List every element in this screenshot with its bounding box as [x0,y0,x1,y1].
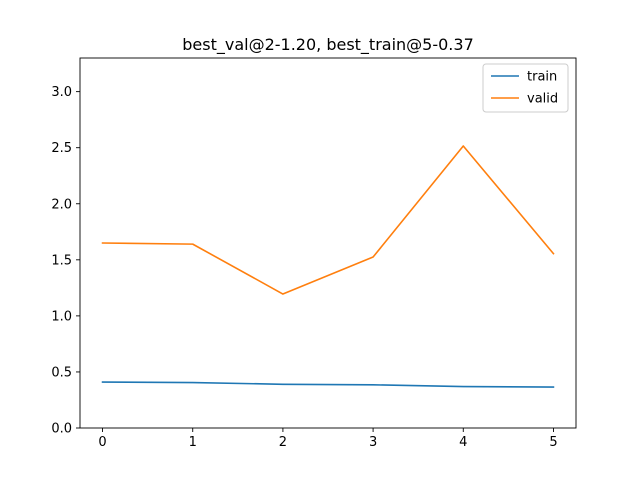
legend-label-valid: valid [527,92,558,107]
x-tick-label: 3 [369,435,377,450]
x-tick-label: 5 [549,435,557,450]
x-tick-label: 0 [98,435,106,450]
y-tick-label: 2.0 [51,197,72,212]
x-tick-label: 1 [189,435,197,450]
legend-label-train: train [527,70,557,85]
chart-title: best_val@2-1.20, best_train@5-0.37 [182,35,474,55]
x-tick-label: 4 [459,435,467,450]
y-tick-label: 1.5 [51,253,72,268]
series-line-valid [101,145,555,295]
y-tick-label: 0.5 [51,365,72,380]
y-tick-label: 0.0 [51,422,72,437]
y-tick-label: 2.5 [51,141,72,156]
y-tick-label: 1.0 [51,309,72,324]
x-tick-label: 2 [279,435,287,450]
y-tick-label: 3.0 [51,85,72,100]
series-line-train [101,381,555,388]
axes-frame [79,57,577,429]
